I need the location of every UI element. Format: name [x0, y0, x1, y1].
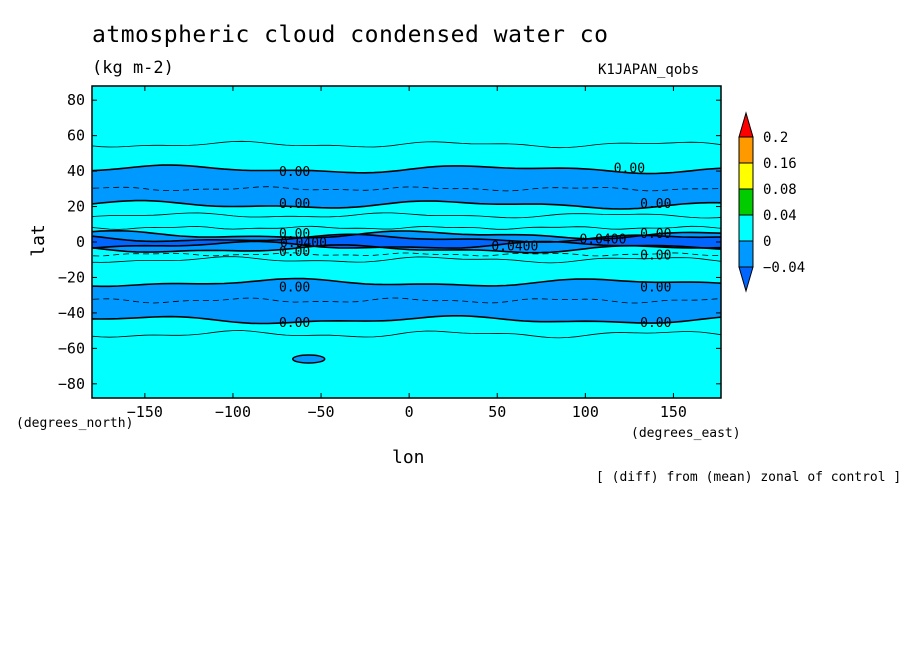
y-tick-label: −60 — [58, 339, 85, 357]
contour-line — [92, 164, 721, 175]
contour-label: 0.00 — [640, 280, 671, 295]
contour-labels: 0.00 0.000.00 0.000.00 0.000.0400 0.0400 0.04… — [279, 162, 672, 331]
isoline — [92, 225, 721, 230]
isoline — [92, 186, 721, 192]
contour-fills — [92, 86, 721, 398]
chart-units: (kg m-2) — [92, 58, 174, 78]
contour-label: 0.0400 — [579, 232, 626, 247]
isoline — [92, 140, 721, 149]
y-tick-label: 60 — [67, 127, 85, 145]
band-strong-negative-core — [92, 234, 721, 250]
contour-line — [92, 233, 721, 243]
negative-patch — [291, 354, 326, 364]
colorbar-arrow-top — [738, 111, 754, 138]
colorbar-segment — [738, 162, 754, 190]
y-tick-label: −20 — [58, 268, 85, 286]
x-tick-label: 150 — [660, 403, 687, 421]
colorbar-segment — [738, 136, 754, 164]
contour-label: 0.00 — [640, 248, 671, 263]
contour-label: 0.00 — [279, 280, 310, 295]
contour-line — [92, 277, 721, 288]
x-tick-label: 100 — [572, 403, 599, 421]
y-tick-label: 20 — [67, 198, 85, 216]
contour-line — [92, 315, 721, 325]
colorbar-segment — [738, 240, 754, 268]
contour-line — [92, 229, 721, 240]
chart-title: atmospheric cloud condensed water co — [92, 22, 609, 48]
colorbar: 0.2 0.16 0.08 0.04 0 −0.04 — [738, 111, 805, 293]
band-negative-band-south — [92, 278, 721, 324]
isoline — [92, 297, 721, 304]
x-tick-label: 0 — [405, 403, 414, 421]
contour-label: 0.0400 — [280, 236, 327, 251]
y-axis-unit: (degrees_north) — [16, 416, 134, 431]
contour-lines — [92, 140, 721, 339]
colorbar-label: −0.04 — [763, 260, 805, 276]
y-tick-label: 0 — [76, 233, 85, 251]
isoline — [92, 330, 721, 339]
run-label: K1JAPAN_qobs — [598, 62, 700, 78]
contour-label: 0.00 — [279, 316, 310, 331]
colorbar-segment — [738, 188, 754, 216]
x-axis-unit: (degrees_east) — [631, 426, 741, 441]
contour-label: 0.00 — [614, 162, 645, 177]
contour-label: 0.00 — [279, 165, 310, 180]
y-tick-label: 80 — [67, 91, 85, 109]
contour-label: 0.0400 — [491, 240, 538, 255]
contour-label: 0.00 — [640, 197, 671, 212]
contour-label: 0.00 — [279, 227, 310, 242]
y-tick-label: −40 — [58, 304, 85, 322]
y-tick-label: 40 — [67, 162, 85, 180]
colorbar-label: 0.2 — [763, 130, 788, 146]
colorbar-label: 0 — [763, 234, 771, 250]
colorbar-segment — [738, 214, 754, 242]
contour-label: 0.00 — [640, 227, 671, 242]
contour-label: 0.00 — [279, 245, 310, 260]
isoline — [92, 256, 721, 264]
x-axis-label: lon — [392, 447, 425, 468]
x-tick-label: −100 — [215, 403, 251, 421]
isoline — [92, 212, 721, 219]
axes: −150 −100 −50 0 50 100 150 80 60 40 20 0 −20 −40 −60 −8… — [58, 86, 721, 421]
contour-label: 0.00 — [279, 197, 310, 212]
comparison-note: [ (diff) from (mean) zonal of control ] — [596, 470, 902, 485]
contour-line — [92, 240, 721, 250]
colorbar-label: 0.16 — [763, 156, 797, 172]
colorbar-label: 0.08 — [763, 182, 797, 198]
contour-label: 0.00 — [640, 316, 671, 331]
x-tick-label: −50 — [308, 403, 335, 421]
contour-line — [92, 199, 721, 210]
colorbar-label: 0.04 — [763, 208, 797, 224]
y-tick-label: −80 — [58, 375, 85, 393]
isoline — [92, 252, 721, 257]
colorbar-arrow-bottom — [738, 266, 754, 293]
x-tick-label: 50 — [488, 403, 506, 421]
x-tick-label: −150 — [127, 403, 163, 421]
